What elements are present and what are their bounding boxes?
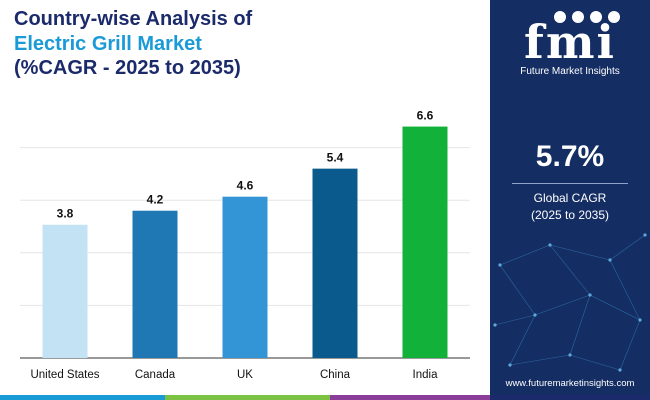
- footer-segment: [330, 395, 490, 400]
- data-label: 4.6: [237, 179, 254, 193]
- global-cagr-label: Global CAGR (2025 to 2035): [490, 190, 650, 224]
- footer-segment: [0, 395, 165, 400]
- category-label: UK: [237, 369, 253, 381]
- footer-segment: [165, 395, 330, 400]
- website-url: www.futuremarketinsights.com: [505, 378, 635, 389]
- category-label: China: [320, 369, 351, 381]
- footer-segment: [490, 395, 650, 400]
- fmi-logo: fmi Future Market Insights: [490, 8, 650, 78]
- title-line-3: (%CAGR - 2025 to 2035): [14, 57, 241, 79]
- data-label: 3.8: [57, 207, 74, 221]
- data-label: 5.4: [327, 151, 344, 165]
- category-label: India: [413, 369, 439, 381]
- bar-canada: [132, 210, 178, 358]
- logo-wordmark: fmi: [524, 15, 616, 69]
- brand-panel: fmi Future Market Insights 5.7% Global C…: [490, 0, 650, 400]
- title-line-1: Country-wise Analysis of: [14, 8, 253, 30]
- bar-india: [402, 126, 448, 358]
- category-label: Canada: [135, 369, 176, 381]
- bar-chart: 3.8 United States 4.2 Canada 4.6 UK 5.4 China 6.…: [20, 109, 470, 381]
- brand-name: Future Market Insights: [520, 66, 620, 77]
- cagr-label-line-1: Global CAGR: [533, 191, 607, 205]
- chart-title: Country-wise Analysis of Electric Grill …: [14, 6, 484, 80]
- data-label: 6.6: [417, 109, 434, 123]
- bar-united-states: [42, 224, 88, 358]
- logo-icons: [554, 11, 620, 23]
- data-label: 4.2: [147, 193, 164, 207]
- category-label: United States: [30, 369, 99, 381]
- cagr-label-line-2: (2025 to 2035): [530, 208, 610, 222]
- bar-china: [312, 168, 358, 358]
- global-cagr-value: 5.7%: [535, 140, 605, 173]
- cagr-divider: [512, 183, 628, 184]
- network-graphic: [493, 233, 647, 372]
- bar-uk: [222, 196, 268, 358]
- title-line-2: Electric Grill Market: [14, 33, 202, 55]
